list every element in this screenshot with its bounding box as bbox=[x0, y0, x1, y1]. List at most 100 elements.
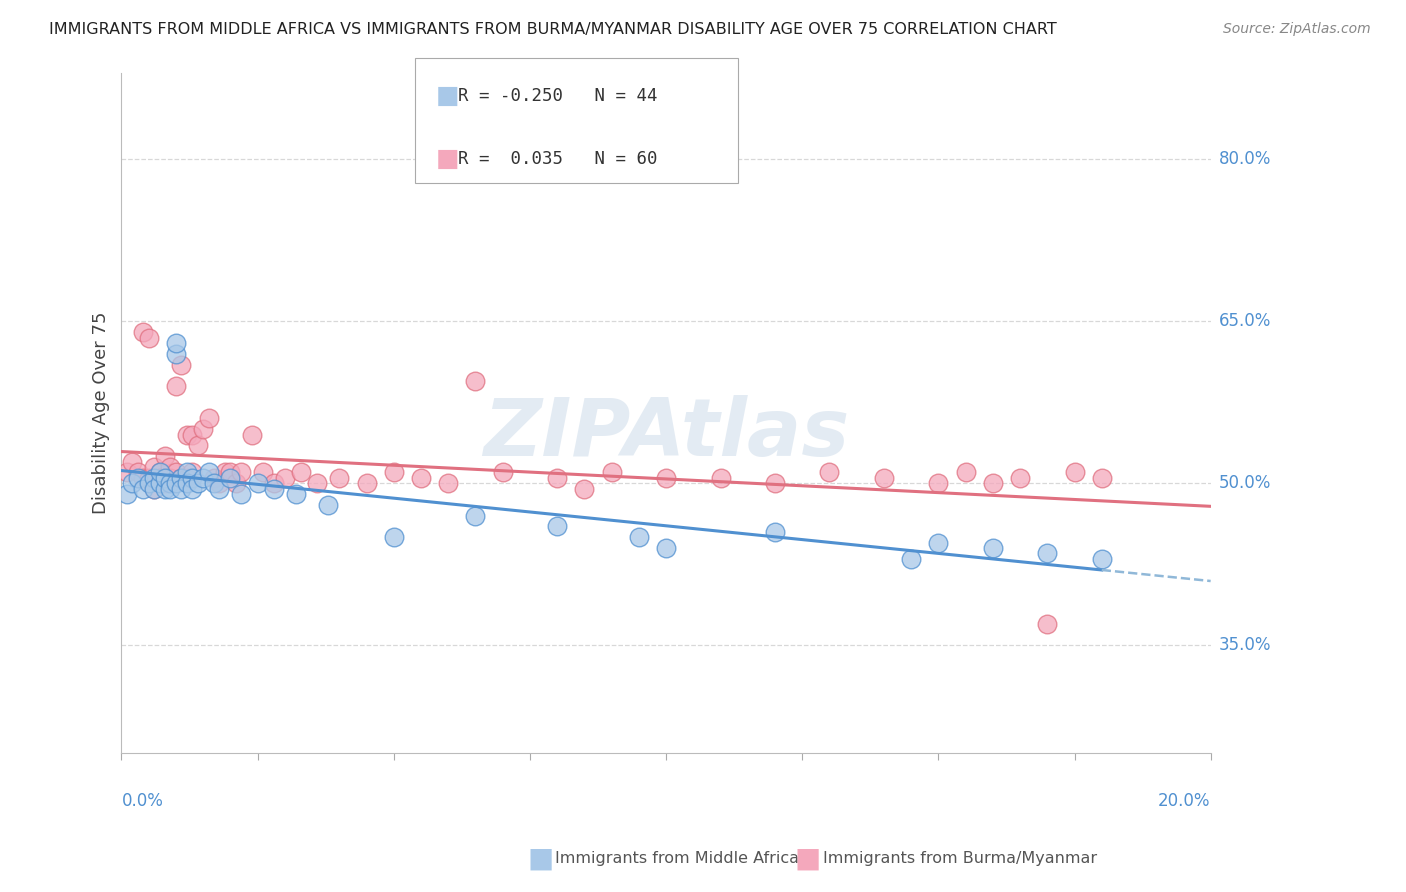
Point bbox=[464, 508, 486, 523]
Point bbox=[187, 476, 209, 491]
Point bbox=[132, 325, 155, 339]
Point bbox=[148, 466, 170, 480]
Text: 20.0%: 20.0% bbox=[1159, 792, 1211, 810]
Point bbox=[143, 471, 166, 485]
Text: Immigrants from Middle Africa: Immigrants from Middle Africa bbox=[555, 851, 800, 865]
Point bbox=[197, 411, 219, 425]
Point bbox=[464, 374, 486, 388]
Point bbox=[143, 482, 166, 496]
Point bbox=[284, 487, 307, 501]
Point bbox=[165, 347, 187, 361]
Point bbox=[981, 476, 1004, 491]
Point bbox=[873, 471, 896, 485]
Point bbox=[176, 476, 198, 491]
Point bbox=[709, 471, 731, 485]
Point bbox=[208, 482, 231, 496]
Text: ■: ■ bbox=[436, 147, 460, 170]
Text: 50.0%: 50.0% bbox=[1219, 475, 1271, 492]
Point bbox=[159, 476, 181, 491]
Point bbox=[409, 471, 432, 485]
Point bbox=[225, 476, 247, 491]
Point bbox=[159, 482, 181, 496]
Point bbox=[148, 476, 170, 491]
Point bbox=[153, 482, 176, 496]
Y-axis label: Disability Age Over 75: Disability Age Over 75 bbox=[93, 312, 110, 515]
Point bbox=[1036, 546, 1059, 560]
Point bbox=[138, 330, 160, 344]
Point bbox=[1008, 471, 1031, 485]
Point bbox=[127, 471, 149, 485]
Point bbox=[307, 476, 329, 491]
Point bbox=[1063, 466, 1085, 480]
Point bbox=[246, 476, 269, 491]
Point bbox=[148, 466, 170, 480]
Point bbox=[181, 471, 204, 485]
Text: Source: ZipAtlas.com: Source: ZipAtlas.com bbox=[1223, 22, 1371, 37]
Point bbox=[115, 487, 138, 501]
Text: 35.0%: 35.0% bbox=[1219, 636, 1271, 654]
Point bbox=[153, 450, 176, 464]
Point bbox=[955, 466, 977, 480]
Point bbox=[1036, 616, 1059, 631]
Point bbox=[115, 466, 138, 480]
Point bbox=[138, 471, 160, 485]
Point bbox=[356, 476, 378, 491]
Point bbox=[181, 482, 204, 496]
Point bbox=[763, 524, 786, 539]
Point bbox=[1091, 471, 1114, 485]
Point bbox=[208, 476, 231, 491]
Point bbox=[165, 335, 187, 350]
Point bbox=[927, 535, 949, 549]
Point bbox=[191, 422, 214, 436]
Point bbox=[231, 487, 253, 501]
Point bbox=[181, 466, 204, 480]
Point bbox=[546, 519, 568, 533]
Point bbox=[818, 466, 841, 480]
Point bbox=[165, 379, 187, 393]
Point bbox=[900, 552, 922, 566]
Point bbox=[927, 476, 949, 491]
Point bbox=[132, 471, 155, 485]
Point bbox=[159, 460, 181, 475]
Point bbox=[627, 530, 650, 544]
Point bbox=[290, 466, 312, 480]
Point bbox=[121, 476, 143, 491]
Text: IMMIGRANTS FROM MIDDLE AFRICA VS IMMIGRANTS FROM BURMA/MYANMAR DISABILITY AGE OV: IMMIGRANTS FROM MIDDLE AFRICA VS IMMIGRA… bbox=[49, 22, 1057, 37]
Point bbox=[231, 466, 253, 480]
Point bbox=[437, 476, 460, 491]
Point bbox=[153, 476, 176, 491]
Point bbox=[181, 427, 204, 442]
Point bbox=[132, 482, 155, 496]
Point bbox=[176, 471, 198, 485]
Point bbox=[382, 466, 405, 480]
Point bbox=[170, 482, 193, 496]
Text: ZIPAtlas: ZIPAtlas bbox=[482, 394, 849, 473]
Point bbox=[274, 471, 297, 485]
Point bbox=[492, 466, 515, 480]
Point bbox=[165, 476, 187, 491]
Point bbox=[318, 498, 340, 512]
Point bbox=[197, 466, 219, 480]
Point bbox=[202, 471, 225, 485]
Text: Immigrants from Burma/Myanmar: Immigrants from Burma/Myanmar bbox=[823, 851, 1097, 865]
Point bbox=[328, 471, 350, 485]
Point bbox=[153, 471, 176, 485]
Point bbox=[382, 530, 405, 544]
Point bbox=[763, 476, 786, 491]
Point bbox=[655, 471, 678, 485]
Text: ■: ■ bbox=[436, 85, 460, 108]
Point bbox=[574, 482, 596, 496]
Point bbox=[600, 466, 623, 480]
Point bbox=[170, 358, 193, 372]
Point bbox=[121, 455, 143, 469]
Text: R = -0.250   N = 44: R = -0.250 N = 44 bbox=[458, 87, 658, 105]
Point bbox=[252, 466, 274, 480]
Point bbox=[143, 482, 166, 496]
Point bbox=[981, 541, 1004, 555]
Point bbox=[655, 541, 678, 555]
Point bbox=[170, 471, 193, 485]
Point bbox=[546, 471, 568, 485]
Point bbox=[214, 466, 236, 480]
Point bbox=[127, 466, 149, 480]
Point bbox=[187, 438, 209, 452]
